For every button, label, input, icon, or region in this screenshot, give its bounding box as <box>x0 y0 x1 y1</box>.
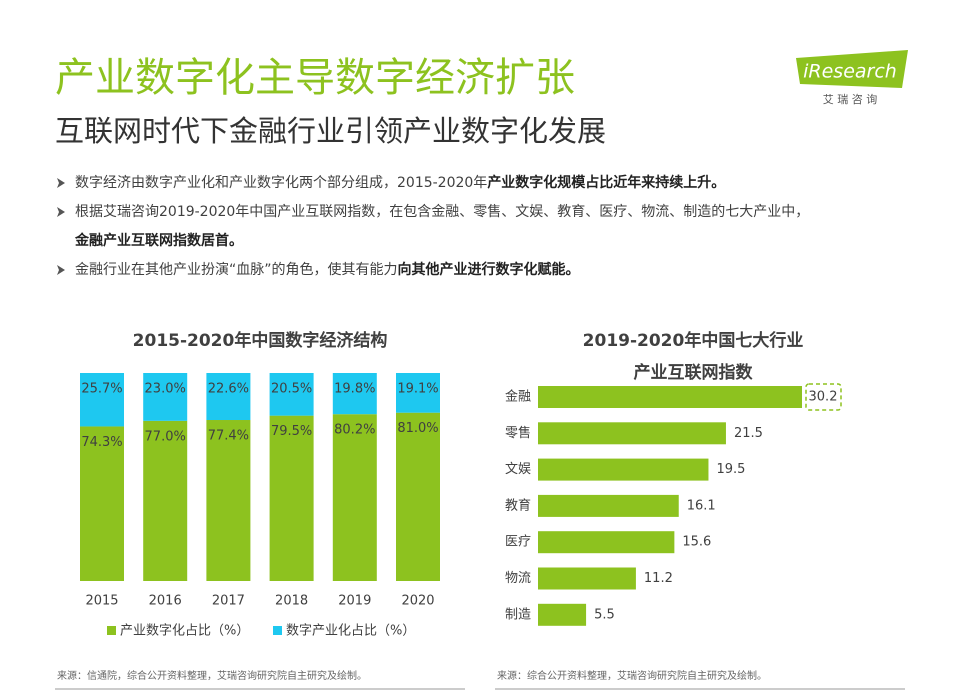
legend-label: 数字产业化占比（%） <box>286 624 415 639</box>
value-label: 23.0% <box>145 382 186 397</box>
value-label: 19.8% <box>334 382 375 397</box>
source: 来源：信通院，综合公开资料整理，艾瑞咨询研究院自主研究及绘制。 <box>57 669 367 682</box>
category-label: 教育 <box>505 497 531 513</box>
bullet-marker <box>57 178 65 188</box>
legend-swatch <box>273 626 282 635</box>
value-label: 81.0% <box>397 421 438 436</box>
value-label: 20.5% <box>271 382 312 397</box>
bar-segment <box>269 373 314 416</box>
value-label: 19.5 <box>716 462 745 477</box>
chart-title: 2015-2020年中国数字经济结构 <box>133 330 388 351</box>
bullet-marker <box>57 265 65 275</box>
bar-segment <box>269 415 314 581</box>
value-label: 74.3% <box>81 435 122 450</box>
bar <box>538 603 587 626</box>
bar-segment <box>332 373 377 415</box>
category-label: 文娱 <box>505 462 531 477</box>
page-title: 产业数字化主导数字经济扩张 <box>55 55 575 101</box>
bar-segment <box>143 420 188 581</box>
x-tick-label: 2020 <box>401 594 434 609</box>
value-label: 25.7% <box>81 382 122 397</box>
x-tick-label: 2019 <box>338 594 371 609</box>
bar-segment <box>396 373 440 413</box>
category-label: 零售 <box>505 425 531 441</box>
bullet-line: 数字经济由数字产业化和产业数字化两个部分组成，2015-2020年产业数字化规模… <box>75 174 725 191</box>
bullet-line: 根据艾瑞咨询2019-2020年中国产业互联网指数，在包含金融、零售、文娱、教育… <box>75 204 809 220</box>
bar-segment <box>332 414 377 581</box>
bar <box>538 567 636 590</box>
bar-segment <box>80 426 124 581</box>
category-label: 医疗 <box>505 535 531 550</box>
bar <box>538 458 709 481</box>
chart-title: 2019-2020年中国七大行业 <box>583 330 804 351</box>
value-label: 79.5% <box>271 424 312 439</box>
highlight-box <box>805 383 842 411</box>
bar <box>538 386 802 408</box>
x-tick-label: 2018 <box>275 594 308 609</box>
legend-swatch <box>107 626 116 635</box>
logo-subtitle: 艾 瑞 咨 询 <box>823 92 878 106</box>
value-label: 22.6% <box>208 382 249 397</box>
chart-title: 产业互联网指数 <box>634 362 754 383</box>
value-label: 5.5 <box>594 607 615 622</box>
bullet-text: 根据艾瑞咨询2019-2020年中国产业互联网指数，在包含金融、零售、文娱、教育… <box>75 204 809 220</box>
logo: iResearch <box>803 61 897 83</box>
bar-segment <box>143 373 188 421</box>
bullet-text: 产业数字化规模占比近年来持续上升。 <box>487 174 725 191</box>
bar <box>538 531 675 554</box>
legend-label: 产业数字化占比（%） <box>120 624 249 639</box>
bar-segment <box>80 373 124 427</box>
value-label: 19.1% <box>397 382 438 397</box>
x-tick-label: 2017 <box>212 594 245 609</box>
logo-shape <box>796 50 908 88</box>
value-label: 16.1 <box>687 498 716 513</box>
category-label: 金融 <box>505 389 531 405</box>
value-label: 21.5 <box>734 426 763 441</box>
bullet-marker <box>57 207 65 217</box>
source: 来源：综合公开资料整理，艾瑞咨询研究院自主研究及绘制。 <box>497 669 767 682</box>
x-tick-label: 2015 <box>85 594 118 609</box>
bar-segment <box>206 420 251 581</box>
value-label: 30.2 <box>809 390 838 405</box>
bar-segment <box>206 373 251 421</box>
x-tick-label: 2016 <box>149 594 182 609</box>
page-subtitle: 互联网时代下金融行业引领产业数字化发展 <box>55 114 606 148</box>
bar-segment <box>396 412 440 581</box>
category-label: 制造 <box>505 607 531 622</box>
bullet-text: 数字经济由数字产业化和产业数字化两个部分组成，2015-2020年 <box>75 175 487 191</box>
value-label: 80.2% <box>334 423 375 438</box>
bullet-text: 向其他产业进行数字化赋能。 <box>398 261 580 278</box>
bullet-text: 金融产业互联网指数居首。 <box>74 232 243 249</box>
value-label: 11.2 <box>644 571 673 586</box>
category-label: 物流 <box>505 571 531 586</box>
bullet-line: 金融行业在其他产业扮演“血脉”的角色，使其有能力向其他产业进行数字化赋能。 <box>75 261 580 278</box>
bullet-text: 金融行业在其他产业扮演“血脉”的角色，使其有能力 <box>75 261 398 278</box>
bar <box>538 494 679 517</box>
value-label: 15.6 <box>682 535 711 550</box>
value-label: 77.4% <box>208 429 249 444</box>
bar <box>538 422 726 445</box>
value-label: 77.0% <box>145 429 186 444</box>
bullet-line: 金融产业互联网指数居首。 <box>74 232 243 249</box>
